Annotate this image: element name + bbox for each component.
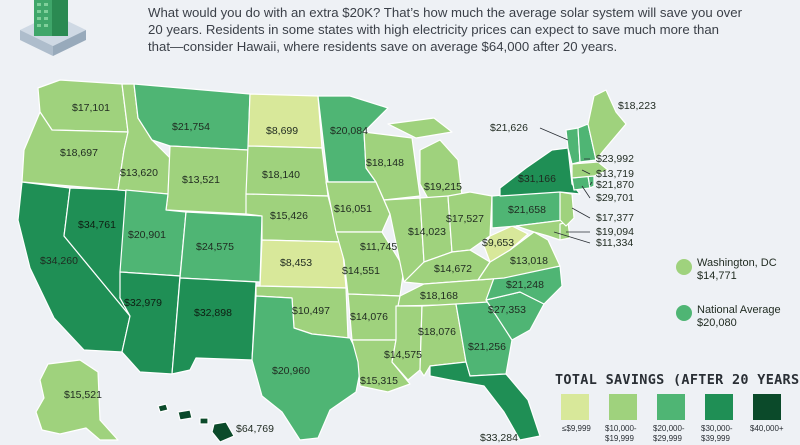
state-fl (429, 361, 541, 441)
value-nv: $34,761 (78, 219, 116, 231)
value-al: $18,076 (418, 326, 456, 338)
national-average-value: $20,080 (697, 317, 737, 329)
value-ar: $14,076 (350, 311, 388, 323)
value-sd: $18,140 (262, 169, 300, 181)
value-wa: $17,101 (72, 102, 110, 114)
state-ny (499, 147, 581, 197)
legend-label-4b: $39,999 (701, 434, 730, 443)
value-tx: $20,960 (272, 365, 310, 377)
value-fl: $33,284 (480, 432, 518, 444)
value-ks: $8,453 (280, 257, 312, 269)
value-ne: $15,426 (270, 210, 308, 222)
value-hi: $64,769 (236, 423, 274, 435)
value-ct: $29,701 (596, 192, 634, 204)
state-ak (35, 359, 119, 441)
value-ny: $31,166 (518, 173, 556, 185)
value-nd: $8,699 (266, 125, 298, 137)
value-wv: $9,653 (482, 237, 514, 249)
value-nm: $32,898 (194, 307, 232, 319)
state-az (119, 271, 181, 375)
legend-label-4a: $30,000- (701, 424, 733, 433)
state-nm (171, 277, 257, 375)
state-mt (133, 83, 251, 151)
value-nh: $23,992 (596, 153, 634, 165)
legend-label-1: ≤$9,999 (562, 424, 591, 433)
dc-marker: Washington, DC $14,771 (676, 257, 777, 282)
state-md (515, 219, 565, 241)
legend-swatch-4 (705, 394, 733, 420)
value-tn: $18,168 (420, 290, 458, 302)
dc-value: $14,771 (697, 270, 737, 282)
value-il: $11,745 (360, 241, 397, 253)
legend-label-5: $40,000+ (750, 424, 784, 433)
value-ms: $14,575 (384, 349, 422, 361)
value-ca: $34,260 (40, 255, 78, 267)
state-me (587, 89, 627, 161)
value-wi: $18,148 (366, 157, 404, 169)
state-hi (157, 403, 235, 443)
legend-swatch-2 (609, 394, 637, 420)
value-mn: $20,084 (330, 125, 368, 137)
leader-lines (539, 127, 593, 244)
value-ia: $16,051 (334, 203, 372, 215)
value-ak: $15,521 (64, 389, 102, 401)
state-wy (165, 145, 249, 215)
state-ia (325, 181, 391, 233)
value-md: $11,334 (596, 237, 633, 249)
value-ga: $21,256 (468, 341, 506, 353)
value-ut: $20,901 (128, 229, 166, 241)
value-ky: $14,672 (434, 263, 472, 275)
value-me: $18,223 (618, 100, 656, 112)
legend-label-3b: $29,999 (653, 434, 682, 443)
value-pa: $21,658 (508, 204, 546, 216)
intro-text: What would you do with an extra $20K? Th… (148, 4, 768, 55)
value-ma: $13,719 (596, 168, 634, 180)
value-id: $13,620 (120, 167, 158, 179)
intro-line-1: What would you do with an extra $20K? Th… (148, 5, 742, 20)
value-or: $18,697 (60, 147, 98, 159)
intro-line-2: 20 years. Residents in some states with … (148, 22, 719, 37)
state-tx (251, 295, 363, 441)
value-mo: $14,551 (342, 265, 380, 277)
legend-label-2b: $19,999 (605, 434, 634, 443)
value-mt: $21,754 (172, 121, 210, 133)
value-nj: $17,377 (596, 212, 634, 224)
value-sc: $27,353 (488, 304, 526, 316)
legend-swatch-3 (657, 394, 685, 420)
legend-label-3a: $20,000- (653, 424, 685, 433)
state-ma (571, 161, 609, 179)
state-nd (247, 93, 323, 149)
value-oh: $17,527 (446, 213, 484, 225)
value-mi: $19,215 (424, 181, 462, 193)
legend-swatch-5 (753, 394, 781, 420)
state-vt (565, 127, 581, 165)
building-icon (20, 0, 86, 56)
value-az: $32,979 (124, 297, 162, 309)
intro-line-3: that—consider Hawaii, where residents sa… (148, 39, 618, 54)
value-la: $15,315 (360, 375, 398, 387)
legend-swatch-1 (561, 394, 589, 420)
legend-title: TOTAL SAVINGS (AFTER 20 YEARS) (555, 372, 800, 388)
value-ok: $10,497 (292, 305, 330, 317)
value-nc: $21,248 (506, 279, 544, 291)
dc-name: Washington, DC (697, 257, 777, 269)
legend: TOTAL SAVINGS (AFTER 20 YEARS) ≤$9,999 $… (555, 372, 800, 443)
value-vt: $21,626 (490, 122, 528, 134)
value-in: $14,023 (408, 226, 446, 238)
value-va: $13,018 (510, 255, 548, 267)
legend-label-2a: $10,000- (605, 424, 637, 433)
state-nj (559, 191, 575, 227)
national-average-marker: National Average $20,080 (676, 304, 781, 329)
value-ri: $21,870 (596, 179, 634, 191)
value-de: $19,094 (596, 226, 634, 238)
value-wy: $13,521 (182, 174, 220, 186)
state-values: $17,101 $18,697 $34,260 $34,761 $13,620 … (40, 100, 656, 444)
value-co: $24,575 (196, 241, 234, 253)
national-average-name: National Average (697, 304, 781, 316)
